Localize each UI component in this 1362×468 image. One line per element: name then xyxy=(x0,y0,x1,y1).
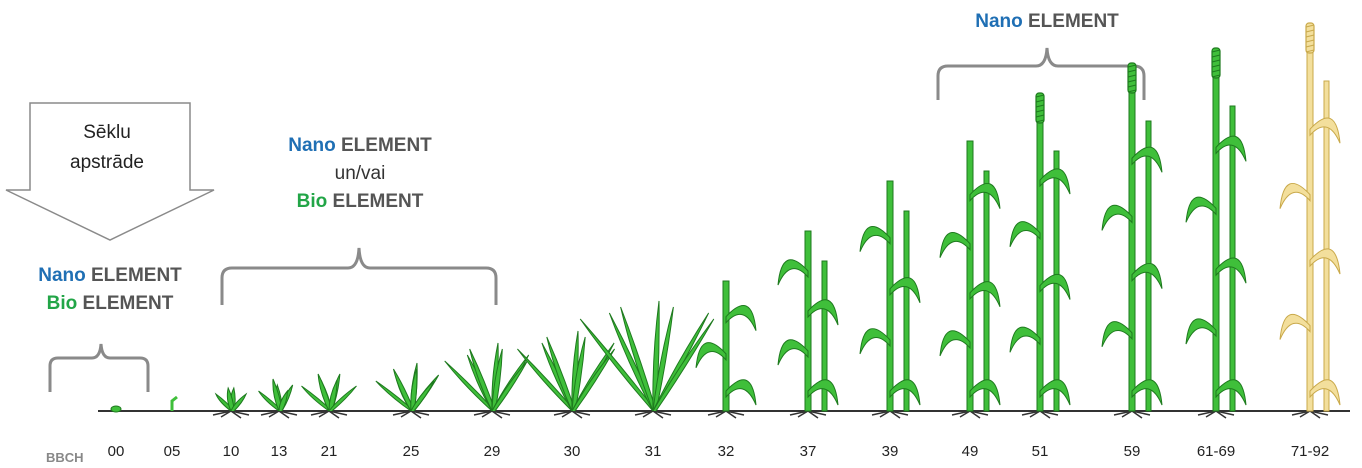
label-left-nano-row: Nano ELEMENT xyxy=(10,262,210,290)
label-mid-nano-element: ELEMENT xyxy=(341,135,432,156)
stage-label-00: 00 xyxy=(107,443,125,460)
stage-label-51: 51 xyxy=(1031,443,1049,460)
stage-label-21: 21 xyxy=(320,443,338,460)
bracket-left xyxy=(48,343,150,392)
plant-stage-30 xyxy=(517,330,616,419)
plant-stage-39 xyxy=(859,180,921,419)
label-left-nano-element: ELEMENT xyxy=(91,265,182,286)
label-right-nano: Nano xyxy=(975,11,1023,32)
plant-stage-37 xyxy=(777,230,839,419)
stage-label-32: 32 xyxy=(717,443,735,460)
label-mid-bio: Bio xyxy=(296,191,328,212)
stage-label-61-69: 61-69 xyxy=(1196,443,1236,460)
label-mid-conjunction: un/vai xyxy=(334,163,386,184)
seed-treatment-line1: Sēklu xyxy=(83,122,131,143)
seed-treatment-line2: apstrāde xyxy=(70,152,144,173)
stage-label-05: 05 xyxy=(163,443,181,460)
stage-label-49: 49 xyxy=(961,443,979,460)
label-mid-bio-row: Bio ELEMENT xyxy=(260,188,460,216)
stage-label-59: 59 xyxy=(1123,443,1141,460)
stage-label-25: 25 xyxy=(402,443,420,460)
stage-label-13: 13 xyxy=(270,443,288,460)
label-left-bio: Bio xyxy=(46,293,78,314)
seed-treatment-label: Sēklu apstrāde xyxy=(38,118,176,178)
label-mid-bio-element: ELEMENT xyxy=(332,191,424,212)
bracket-right xyxy=(936,47,1146,100)
plant-stage-32 xyxy=(695,280,757,419)
seed-treatment-arrow xyxy=(5,102,215,241)
stage-label-10: 10 xyxy=(222,443,240,460)
plant-stage-31 xyxy=(579,300,715,419)
bbch-scale-label: BBCH xyxy=(46,450,84,465)
plant-stage-51 xyxy=(1009,92,1071,419)
label-left-bio-element: ELEMENT xyxy=(82,293,174,314)
label-mid: Nano ELEMENT un/vai Bio ELEMENT xyxy=(260,132,460,216)
stage-label-29: 29 xyxy=(483,443,501,460)
label-mid-nano-row: Nano ELEMENT xyxy=(260,132,460,160)
plant-stage-71-92 xyxy=(1279,22,1341,419)
stage-label-71-92: 71-92 xyxy=(1290,443,1330,460)
plant-stage-61-69 xyxy=(1185,47,1247,419)
label-right-nano-element: ELEMENT xyxy=(1028,11,1119,32)
label-right: Nano ELEMENT xyxy=(947,8,1147,36)
label-mid-nano: Nano xyxy=(288,135,336,156)
plant-stages xyxy=(110,22,1341,419)
stage-label-31: 31 xyxy=(644,443,662,460)
plant-stage-00 xyxy=(110,405,122,413)
plant-stage-25 xyxy=(375,362,440,419)
label-left-nano: Nano xyxy=(38,265,86,286)
plant-stage-49 xyxy=(939,140,1001,419)
bracket-mid xyxy=(220,247,498,305)
stage-label-37: 37 xyxy=(799,443,817,460)
plant-stage-21 xyxy=(301,373,357,419)
plant-stage-59 xyxy=(1101,62,1163,419)
plant-stage-05 xyxy=(170,395,178,411)
label-left-bio-row: Bio ELEMENT xyxy=(10,290,210,318)
plant-stage-29 xyxy=(444,342,530,419)
stage-label-39: 39 xyxy=(881,443,899,460)
plant-stage-10 xyxy=(212,386,250,419)
label-left: Nano ELEMENT Bio ELEMENT xyxy=(10,262,210,318)
plant-stage-13 xyxy=(258,378,298,419)
stage-label-30: 30 xyxy=(563,443,581,460)
